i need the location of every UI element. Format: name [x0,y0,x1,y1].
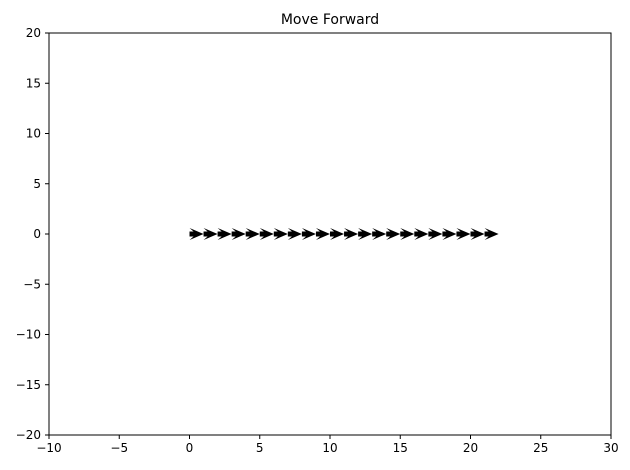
quiver-arrow [456,228,471,240]
quiver-arrow [273,228,288,240]
quiver-arrow [344,228,359,240]
quiver-arrow [259,228,274,240]
y-tick-label: 20 [26,26,41,40]
x-tick-label: 20 [463,441,478,455]
quiver-arrow [414,228,429,240]
y-tick-label: 15 [26,76,41,90]
quiver-arrow [442,228,457,240]
x-tick-label: −10 [36,441,61,455]
x-tick-label: 25 [533,441,548,455]
y-tick-label: 10 [26,127,41,141]
quiver-arrow [245,228,260,240]
y-tick-label: 5 [33,177,41,191]
quiver-arrow [484,228,499,240]
quiver-arrow [217,228,232,240]
quiver-arrows [189,228,499,240]
x-tick-label: 15 [393,441,408,455]
x-tick-label: 5 [256,441,264,455]
x-tick-label: 30 [603,441,618,455]
y-tick-label: −10 [16,328,41,342]
quiver-arrow [189,228,204,240]
y-tick-label: −20 [16,428,41,442]
x-tick-label: −5 [110,441,128,455]
quiver-arrow [301,228,316,240]
quiver-arrow [386,228,401,240]
quiver-arrow [358,228,373,240]
quiver-arrow [315,228,330,240]
quiver-arrow [428,228,443,240]
chart-title: Move Forward [281,12,379,28]
quiver-arrow [330,228,345,240]
quiver-arrow [372,228,387,240]
quiver-arrow [231,228,246,240]
y-tick-label: −5 [23,277,41,291]
quiver-arrow [400,228,415,240]
quiver-arrow [287,228,302,240]
x-tick-label: 0 [186,441,194,455]
y-tick-label: 0 [33,227,41,241]
y-axis-ticks: −20 −15 −10 −5 0 5 10 15 20 [16,26,49,442]
y-tick-label: −15 [16,378,41,392]
quiver-arrow [470,228,485,240]
x-axis-ticks: −10 −5 0 5 10 15 20 25 30 [36,435,619,455]
x-tick-label: 10 [322,441,337,455]
quiver-arrow [203,228,218,240]
